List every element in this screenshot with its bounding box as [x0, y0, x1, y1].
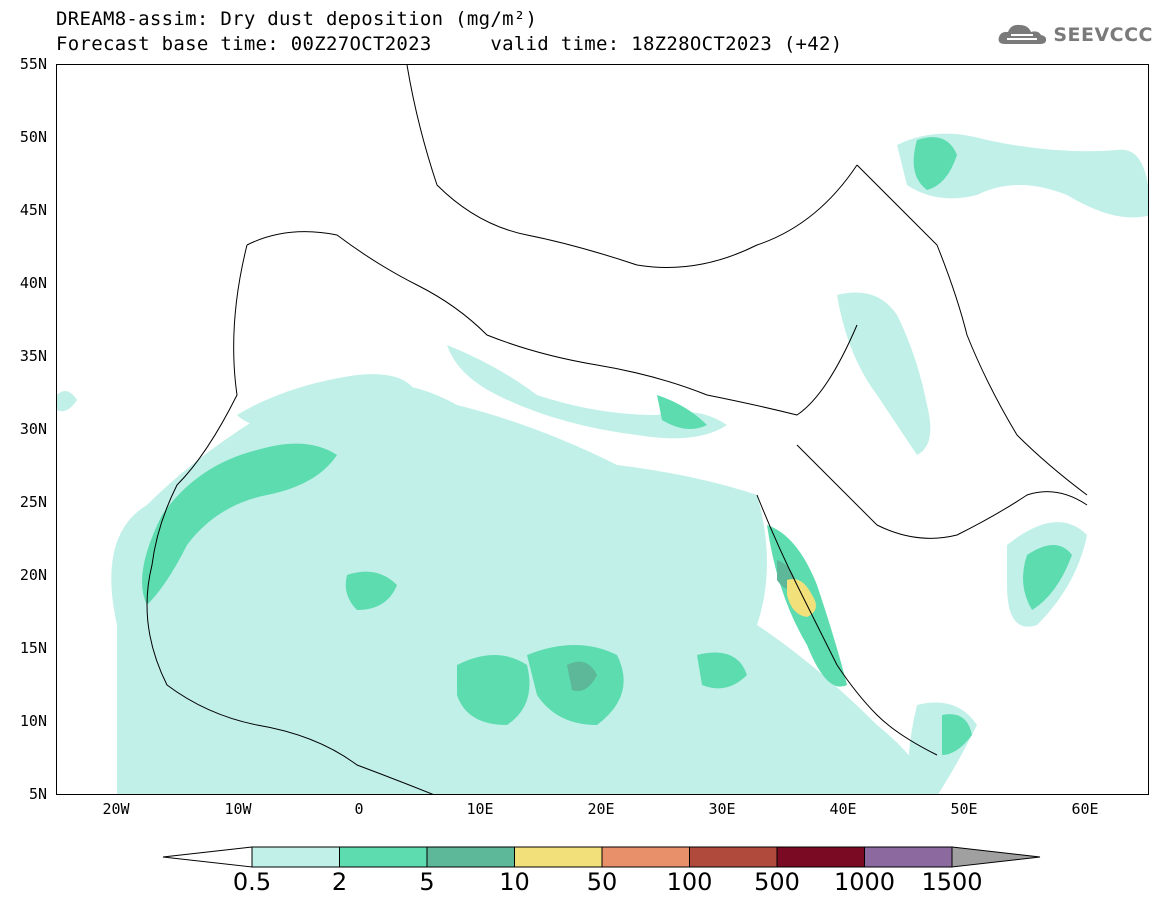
colorbar-left-arrow	[162, 846, 253, 868]
lat-label: 10N	[19, 712, 47, 730]
colorbar-segment	[339, 846, 428, 868]
colorbar-tick-label: 1500	[921, 868, 983, 896]
cloud-logo-icon	[998, 24, 1047, 44]
lon-label: 50E	[950, 800, 978, 818]
colorbar-tick-label: 0.5	[232, 868, 272, 896]
dust-deposition-map	[57, 65, 1148, 794]
lon-label: 30E	[708, 800, 736, 818]
brand-name: SEEVCCC	[1053, 24, 1153, 46]
lon-label: 10E	[466, 800, 494, 818]
colorbar-tick-label: 50	[586, 868, 618, 896]
lat-label: 30N	[19, 420, 47, 438]
colorbar-segment	[601, 846, 690, 868]
coastlines	[146, 65, 1088, 794]
lat-label: 45N	[19, 201, 47, 219]
lon-label: 20W	[102, 800, 130, 818]
lat-label: 25N	[19, 493, 47, 511]
colorbar-tick-label: 100	[666, 868, 713, 896]
colorbar-tick-label: 1000	[833, 868, 896, 896]
colorbar-segment	[776, 846, 865, 868]
colorbar-tick-label: 10	[499, 868, 530, 896]
map-area	[56, 64, 1149, 795]
lat-label: 35N	[19, 347, 47, 365]
colorbar-tick-label: 2	[331, 868, 348, 896]
lat-label: 5N	[28, 785, 47, 803]
deposition-0.5-2-layer	[57, 133, 1148, 794]
colorbar-segment	[514, 846, 603, 868]
lat-label: 50N	[19, 128, 47, 146]
lon-label: 0	[354, 800, 364, 818]
color-scale-bar	[162, 846, 1041, 868]
brand-logo: SEEVCCC	[997, 22, 1153, 48]
lon-label: 20E	[587, 800, 615, 818]
lat-label: 15N	[19, 639, 47, 657]
chart-title: DREAM8-assim: Dry dust deposition (mg/m²…	[56, 8, 538, 30]
lon-label: 40E	[829, 800, 857, 818]
colorbar-tick-label: 500	[754, 868, 800, 896]
lat-label: 55N	[19, 55, 47, 73]
colorbar-segment	[864, 846, 953, 868]
lat-label: 40N	[19, 274, 47, 292]
lon-label: 10W	[224, 800, 252, 818]
colorbar-segment	[426, 846, 515, 868]
colorbar-tick-label: 5	[419, 868, 435, 896]
lon-label: 60E	[1071, 800, 1099, 818]
colorbar-segment	[251, 846, 340, 868]
colorbar-segments	[251, 846, 953, 868]
lat-label: 20N	[19, 566, 47, 584]
colorbar-right-arrow	[951, 846, 1041, 868]
colorbar-segment	[689, 846, 778, 868]
chart-subtitle: Forecast base time: 00Z27OCT2023 valid t…	[56, 33, 843, 55]
